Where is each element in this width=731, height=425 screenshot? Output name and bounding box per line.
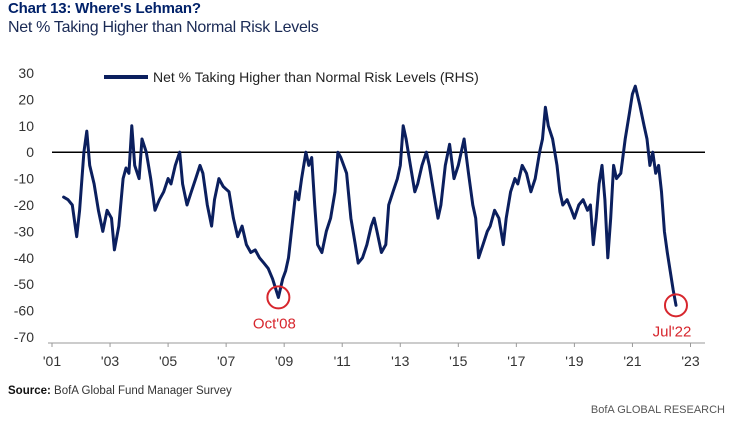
y-tick-label: -20 [14,197,34,213]
y-tick-label: 0 [26,144,34,160]
legend: Net % Taking Higher than Normal Risk Lev… [104,69,479,85]
y-tick-label: -40 [14,250,34,266]
x-tick-label: '09 [275,353,293,369]
x-tick-label: '07 [217,353,235,369]
annotation-label: Jul'22 [653,323,692,340]
source-note: Source: BofA Global Fund Manager Survey [8,385,232,397]
y-tick-label: -30 [14,223,34,239]
annotation-circle [266,285,291,310]
x-tick-label: '23 [681,353,699,369]
x-tick-label: '17 [507,353,525,369]
annotation-circle [663,293,688,318]
source-text: BofA Global Fund Manager Survey [54,385,232,397]
footer-brand: BofA GLOBAL RESEARCH [590,404,725,416]
y-tick-label: -50 [14,276,34,292]
x-tick-label: '01 [43,353,61,369]
annotations: Oct'08 Jul'22 [253,285,692,340]
y-tick-label: 30 [18,65,34,81]
y-tick-label: -10 [14,171,34,187]
x-tick-label: '15 [449,353,467,369]
series-line [62,84,678,307]
x-tick-label: '13 [391,353,409,369]
x-axis: '01 '03 '05 '07 '09 '11 '13 '15 '17 '19 '21 '23 [43,342,705,369]
y-tick-label: -70 [14,329,34,345]
y-tick-label: -60 [14,303,34,319]
chart-subtitle: Net % Taking Higher than Normal Risk Lev… [8,19,319,36]
annotation-label: Oct'08 [253,315,296,332]
y-axis: 30 20 10 0 -10 -20 -30 -40 -50 -60 -70 [14,65,34,345]
x-tick-label: '21 [623,353,641,369]
x-tick-label: '11 [334,353,351,369]
chart-title: Chart 13: Where's Lehman? [8,0,201,17]
y-tick-label: 20 [18,91,34,107]
legend-label: Net % Taking Higher than Normal Risk Lev… [153,69,479,85]
x-tick-label: '05 [159,353,177,369]
x-tick-label: '03 [101,353,119,369]
x-tick-label: '19 [565,353,583,369]
source-label: Source: [8,385,51,397]
y-tick-label: 10 [18,118,34,134]
